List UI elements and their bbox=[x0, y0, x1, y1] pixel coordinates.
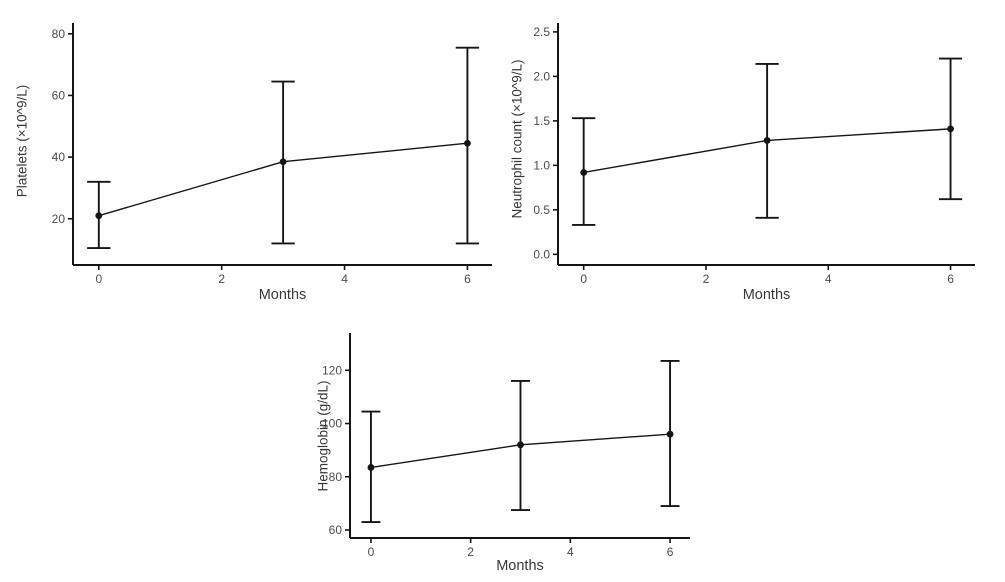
y-tick-label: 0.0 bbox=[533, 247, 550, 261]
x-tick-label: 6 bbox=[464, 272, 471, 286]
data-point bbox=[95, 212, 103, 220]
x-tick-label: 0 bbox=[580, 272, 587, 286]
y-tick-label: 2.0 bbox=[533, 69, 550, 83]
hemoglobin-x-axis-title: Months bbox=[496, 558, 544, 574]
data-point bbox=[517, 441, 524, 449]
y-tick-label: 2.5 bbox=[533, 25, 550, 39]
y-tick-label: 60 bbox=[52, 88, 66, 102]
x-tick-label: 2 bbox=[467, 545, 474, 559]
y-tick-label: 40 bbox=[52, 150, 66, 164]
neutrophil-chart-svg: 0.0 0.5 1.0 1.5 2.0 2.5 0 2 4 6 bbox=[533, 23, 975, 286]
neutrophil-y-axis-title: Neutrophil count (×10^9/L) bbox=[509, 59, 525, 219]
x-tick-label: 0 bbox=[95, 272, 102, 286]
platelets-y-axis-title: Platelets (×10^9/L) bbox=[14, 84, 30, 198]
data-point bbox=[367, 464, 375, 471]
y-tick-label: 1.0 bbox=[533, 158, 550, 172]
platelets-chart: 20 40 60 80 0 2 4 6 Platelets (×10^9/L) Months bbox=[5, 4, 500, 310]
neutrophil-x-axis-title: Months bbox=[742, 287, 791, 303]
data-point bbox=[279, 158, 287, 166]
platelets-chart-svg: 20 40 60 80 0 2 4 6 bbox=[52, 23, 492, 286]
x-tick-label: 2 bbox=[218, 272, 225, 286]
y-tick-label: 20 bbox=[52, 212, 66, 226]
data-point bbox=[947, 125, 954, 133]
y-tick-label: 120 bbox=[322, 363, 342, 377]
y-tick-label: 80 bbox=[329, 470, 343, 484]
x-tick-label: 6 bbox=[667, 545, 674, 559]
hemoglobin-y-axis-title: Hemoglobin (g/dL) bbox=[315, 380, 331, 492]
hemoglobin-chart-svg: 60 80 100 120 0 2 4 6 bbox=[322, 333, 690, 559]
platelets-x-axis-title: Months bbox=[258, 287, 307, 303]
x-tick-label: 4 bbox=[825, 272, 832, 286]
x-tick-label: 2 bbox=[703, 272, 710, 286]
x-tick-label: 0 bbox=[368, 545, 375, 559]
hemoglobin-chart: 60 80 100 120 0 2 4 6 Hemoglobin (g/dL) Months bbox=[308, 315, 708, 582]
data-point bbox=[580, 169, 588, 176]
y-tick-label: 1.5 bbox=[533, 114, 550, 128]
data-point bbox=[464, 139, 471, 147]
data-point bbox=[666, 430, 674, 438]
x-tick-label: 6 bbox=[947, 272, 954, 286]
y-tick-label: 60 bbox=[329, 523, 343, 537]
y-tick-label: 0.5 bbox=[533, 203, 550, 217]
y-tick-label: 80 bbox=[52, 27, 66, 41]
x-tick-label: 4 bbox=[341, 272, 348, 286]
y-tick-label: 100 bbox=[322, 417, 342, 431]
neutrophil-chart: 0.0 0.5 1.0 1.5 2.0 2.5 0 2 4 6 Neutrophil count … bbox=[503, 4, 1005, 310]
data-point bbox=[763, 137, 771, 144]
x-tick-label: 4 bbox=[567, 545, 574, 559]
